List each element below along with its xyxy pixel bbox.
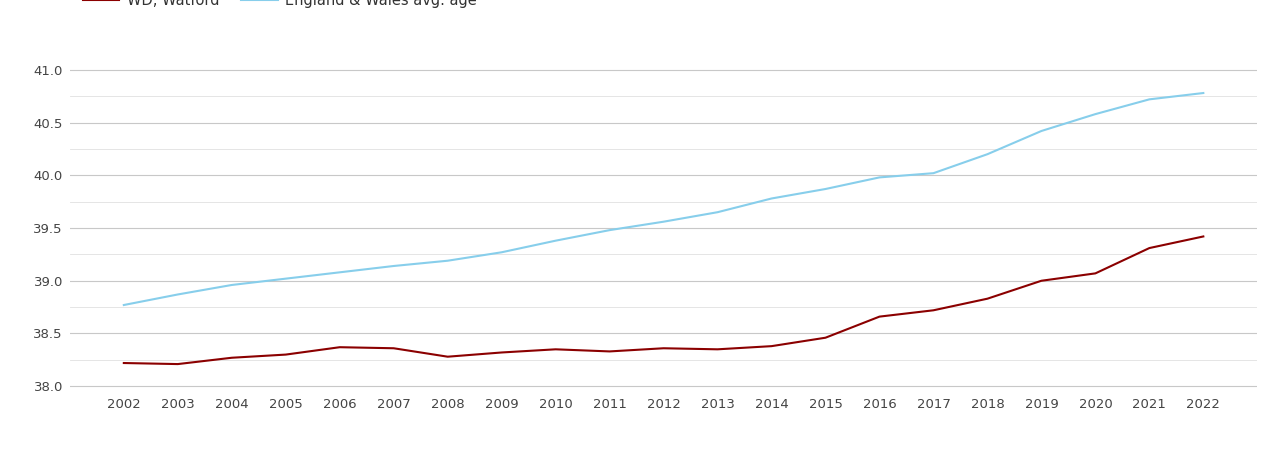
WD, Watford [655,346,671,351]
WD, Watford [1142,245,1157,251]
England & Wales avg. age [602,227,617,233]
WD, Watford [225,355,240,360]
WD, Watford [170,361,185,367]
WD, Watford [386,346,401,351]
WD, Watford [872,314,888,319]
England & Wales avg. age [980,152,996,157]
England & Wales avg. age [441,258,456,263]
England & Wales avg. age [116,302,131,308]
Legend: WD, Watford, England & Wales avg. age: WD, Watford, England & Wales avg. age [77,0,483,14]
WD, Watford [494,350,509,355]
England & Wales avg. age [170,292,185,297]
England & Wales avg. age [818,186,833,192]
WD, Watford [116,360,131,366]
WD, Watford [980,296,996,302]
WD, Watford [710,346,725,352]
WD, Watford [278,352,293,357]
WD, Watford [818,335,833,340]
WD, Watford [926,308,941,313]
Line: England & Wales avg. age: England & Wales avg. age [123,93,1203,305]
England & Wales avg. age [655,219,671,225]
England & Wales avg. age [278,276,293,281]
WD, Watford [1195,234,1210,239]
England & Wales avg. age [1142,97,1157,102]
England & Wales avg. age [1195,90,1210,96]
England & Wales avg. age [765,196,780,201]
England & Wales avg. age [333,270,348,275]
Line: WD, Watford: WD, Watford [123,236,1203,364]
WD, Watford [1034,278,1049,284]
WD, Watford [333,345,348,350]
England & Wales avg. age [386,263,401,269]
England & Wales avg. age [1034,128,1049,134]
WD, Watford [765,343,780,349]
England & Wales avg. age [225,282,240,288]
England & Wales avg. age [1087,112,1102,117]
WD, Watford [549,346,564,352]
WD, Watford [441,354,456,360]
England & Wales avg. age [494,250,509,255]
England & Wales avg. age [549,238,564,243]
England & Wales avg. age [872,175,888,180]
England & Wales avg. age [710,210,725,215]
England & Wales avg. age [926,171,941,176]
WD, Watford [1087,270,1102,276]
WD, Watford [602,349,617,354]
